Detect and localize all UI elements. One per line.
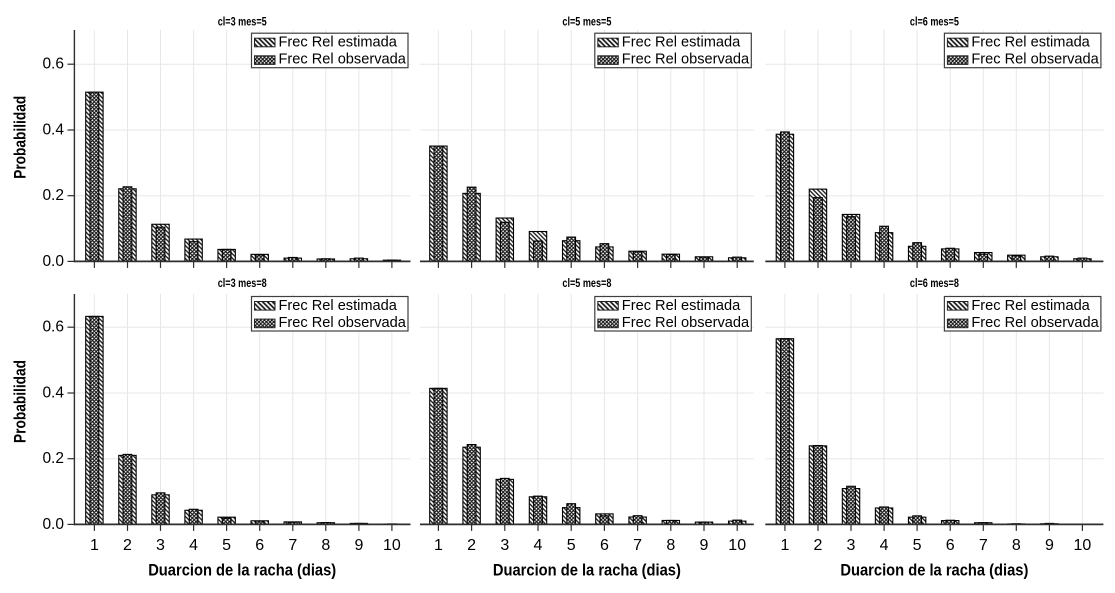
svg-text:7: 7	[979, 537, 988, 554]
svg-text:2: 2	[467, 537, 476, 554]
svg-text:10: 10	[728, 537, 746, 554]
svg-text:Probabilidad: Probabilidad	[11, 96, 30, 179]
svg-text:9: 9	[1045, 537, 1054, 554]
svg-text:3: 3	[156, 537, 165, 554]
svg-text:Frec Rel estimada: Frec Rel estimada	[622, 298, 741, 314]
svg-text:8: 8	[1012, 537, 1021, 554]
svg-text:1: 1	[780, 537, 789, 554]
svg-text:7: 7	[288, 537, 297, 554]
svg-text:8: 8	[321, 537, 330, 554]
svg-text:0.4: 0.4	[42, 122, 64, 139]
svg-text:Duarcion de la racha (dias): Duarcion de la racha (dias)	[840, 561, 1028, 580]
svg-text:4: 4	[189, 537, 198, 554]
svg-text:cl=6 mes=8: cl=6 mes=8	[910, 276, 959, 290]
svg-text:0.6: 0.6	[42, 319, 64, 336]
svg-text:3: 3	[500, 537, 509, 554]
svg-text:Frec Rel estimada: Frec Rel estimada	[279, 298, 398, 314]
svg-text:10: 10	[1074, 537, 1092, 554]
svg-text:0.2: 0.2	[42, 450, 64, 467]
svg-text:2: 2	[123, 537, 132, 554]
svg-text:Frec Rel estimada: Frec Rel estimada	[971, 35, 1090, 51]
svg-text:Frec Rel observada: Frec Rel observada	[622, 315, 750, 331]
svg-text:1: 1	[434, 537, 443, 554]
svg-text:Frec Rel estimada: Frec Rel estimada	[279, 35, 398, 51]
svg-text:Probabilidad: Probabilidad	[11, 360, 30, 443]
svg-text:cl=5 mes=8: cl=5 mes=8	[562, 276, 611, 290]
svg-text:8: 8	[666, 537, 675, 554]
svg-text:0.0: 0.0	[42, 516, 64, 533]
svg-text:2: 2	[814, 537, 823, 554]
svg-text:cl=6 mes=5: cl=6 mes=5	[910, 14, 959, 28]
svg-text:4: 4	[880, 537, 889, 554]
svg-text:3: 3	[847, 537, 856, 554]
svg-text:cl=3 mes=8: cl=3 mes=8	[218, 276, 267, 290]
svg-text:Frec Rel observada: Frec Rel observada	[279, 315, 407, 331]
svg-text:Duarcion de la racha (dias): Duarcion de la racha (dias)	[493, 561, 681, 580]
svg-text:Frec Rel observada: Frec Rel observada	[971, 315, 1099, 331]
svg-text:Frec Rel observada: Frec Rel observada	[622, 52, 750, 68]
svg-text:6: 6	[600, 537, 609, 554]
svg-text:5: 5	[913, 537, 922, 554]
svg-text:6: 6	[946, 537, 955, 554]
svg-text:10: 10	[383, 537, 401, 554]
svg-text:Frec Rel observada: Frec Rel observada	[971, 52, 1099, 68]
svg-text:cl=3 mes=5: cl=3 mes=5	[218, 14, 267, 28]
svg-text:7: 7	[633, 537, 642, 554]
svg-text:0.0: 0.0	[42, 253, 64, 270]
svg-text:9: 9	[700, 537, 709, 554]
svg-text:4: 4	[534, 537, 543, 554]
svg-text:6: 6	[255, 537, 264, 554]
svg-text:5: 5	[222, 537, 231, 554]
svg-text:cl=5 mes=5: cl=5 mes=5	[562, 14, 611, 28]
svg-text:Frec Rel estimada: Frec Rel estimada	[971, 298, 1090, 314]
svg-text:5: 5	[567, 537, 576, 554]
svg-text:Frec Rel observada: Frec Rel observada	[279, 52, 407, 68]
svg-text:9: 9	[354, 537, 363, 554]
svg-text:Duarcion de la racha (dias): Duarcion de la racha (dias)	[148, 561, 336, 580]
svg-text:0.2: 0.2	[42, 187, 64, 204]
svg-text:0.4: 0.4	[42, 385, 64, 402]
svg-text:0.6: 0.6	[42, 56, 64, 73]
svg-text:1: 1	[90, 537, 99, 554]
svg-text:Frec Rel estimada: Frec Rel estimada	[622, 35, 741, 51]
